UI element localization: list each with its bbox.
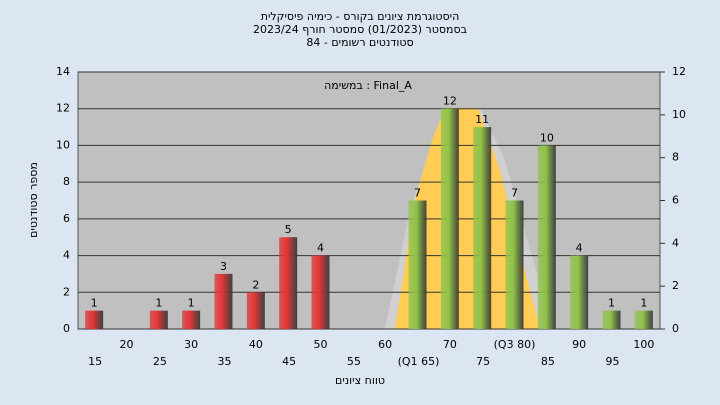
data-label: 7 <box>511 187 518 200</box>
data-label: 11 <box>475 113 489 126</box>
x-tick-label: 95 <box>606 355 620 368</box>
y-tick-label: 12 <box>56 102 70 115</box>
x-tick-label: 20 <box>120 338 134 351</box>
annotation: במשימה : Final_A <box>324 79 412 92</box>
x-tick-label: 85 <box>541 355 555 368</box>
data-label: 1 <box>608 297 615 310</box>
data-label: 1 <box>640 297 647 310</box>
bar <box>279 237 298 329</box>
x-tick-label: 100 <box>633 338 654 351</box>
bar <box>473 127 492 329</box>
chart-subtitle: סטודנטים רשומים - 84 <box>306 36 413 49</box>
data-label: 7 <box>414 187 421 200</box>
y-tick-label: 4 <box>63 249 70 262</box>
x-tick-label: 35 <box>218 355 232 368</box>
x-tick-label: 75 <box>476 355 490 368</box>
x-axis-label: טווח ציונים <box>335 374 385 387</box>
x-tick-label: 40 <box>249 338 263 351</box>
bar <box>214 273 233 329</box>
x-tick-label: 55 <box>347 355 361 368</box>
y2-tick-label: 2 <box>672 279 679 292</box>
data-label: 3 <box>220 260 227 273</box>
bar <box>505 200 524 329</box>
bar <box>408 200 427 329</box>
bar <box>440 108 459 329</box>
y2-tick-label: 8 <box>672 151 679 164</box>
y-tick-label: 6 <box>63 212 70 225</box>
y-tick-label: 2 <box>63 285 70 298</box>
x-tick-label: 15 <box>88 355 102 368</box>
data-label: 12 <box>443 95 457 108</box>
bar <box>537 145 556 329</box>
y2-tick-label: 0 <box>672 322 679 335</box>
bar <box>311 255 330 329</box>
y-tick-label: 10 <box>56 138 70 151</box>
y-tick-label: 0 <box>63 322 70 335</box>
x-tick-label: (Q1 65) <box>398 355 440 368</box>
bar <box>246 292 265 329</box>
x-tick-label: 50 <box>314 338 328 351</box>
y2-tick-label: 12 <box>672 65 686 78</box>
x-tick-label: 25 <box>153 355 167 368</box>
x-tick-label: 60 <box>378 338 392 351</box>
x-tick-label: 90 <box>572 338 586 351</box>
x-tick-label: 70 <box>443 338 457 351</box>
bar <box>149 310 168 329</box>
y2-tick-label: 6 <box>672 194 679 207</box>
data-label: 10 <box>540 131 554 144</box>
data-label: 1 <box>188 297 195 310</box>
data-label: 2 <box>252 278 259 291</box>
y-axis-label: מספר סטודנטים <box>27 162 40 238</box>
x-tick-label: (Q3 80) <box>494 338 536 351</box>
x-tick-label: 30 <box>184 338 198 351</box>
data-label: 4 <box>317 242 324 255</box>
data-label: 4 <box>576 242 583 255</box>
data-label: 1 <box>155 297 162 310</box>
y2-tick-label: 4 <box>672 236 679 249</box>
data-label: 5 <box>285 223 292 236</box>
x-tick-label: 45 <box>282 355 296 368</box>
y2-tick-label: 10 <box>672 108 686 121</box>
bar <box>570 255 589 329</box>
data-label: 1 <box>91 297 98 310</box>
y-tick-label: 8 <box>63 175 70 188</box>
y-tick-label: 14 <box>56 65 70 78</box>
chart-subtitle: בסמסטר (01/2023) סמסטר חורף 2023/24 <box>253 23 467 36</box>
bar <box>85 310 104 329</box>
chart-title: היסטוגרמת ציונים בקורס - כימיה פיסיקלית <box>261 10 460 23</box>
bar <box>634 310 653 329</box>
plot-area <box>77 71 661 330</box>
bar <box>182 310 201 329</box>
bar <box>602 310 621 329</box>
